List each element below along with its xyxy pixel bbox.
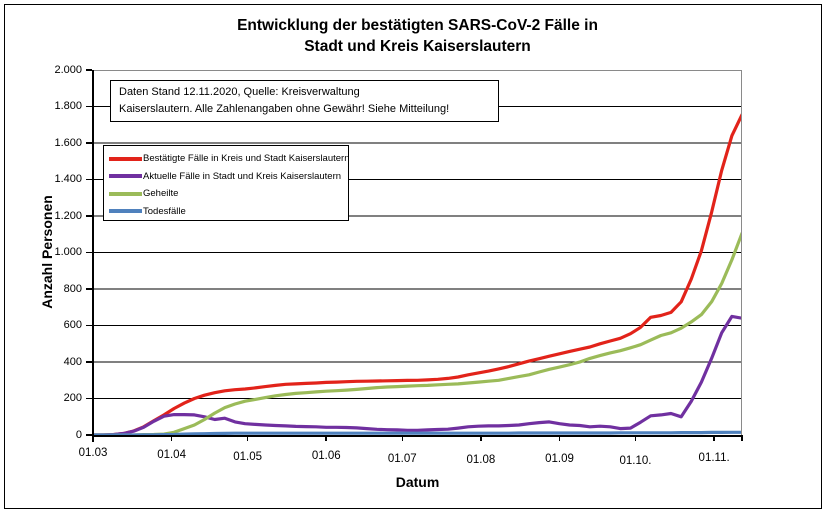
- x-axis-tick: [558, 436, 561, 441]
- x-axis-tick: [92, 436, 94, 441]
- x-axis-tick-label: 01.07: [387, 453, 417, 465]
- x-axis-tick-label: 01.04: [157, 449, 186, 461]
- y-axis-tick: [86, 178, 92, 181]
- y-axis-tick-label: 1.400: [54, 173, 82, 185]
- y-axis-tick: [86, 215, 92, 217]
- y-axis-tick: [86, 105, 92, 108]
- y-axis-line: [92, 70, 94, 442]
- plot-area: [93, 70, 742, 435]
- legend-item: Todesfälle: [109, 203, 348, 221]
- x-axis-tick-label: 01.11.: [698, 452, 730, 464]
- x-axis-tick-label: 01.05: [233, 451, 263, 463]
- y-axis-tick-label: 2.000: [54, 63, 82, 76]
- y-axis-tick-label: 1.000: [54, 246, 82, 258]
- legend-item: Geheilte: [109, 185, 348, 203]
- y-axis-tick: [86, 361, 92, 363]
- chart-title-line2: Stadt und Kreis Kaiserslautern: [304, 38, 531, 55]
- legend-item: Bestätigte Fälle in Kreis und Stadt Kais…: [109, 150, 350, 168]
- x-axis-tick: [401, 436, 404, 441]
- x-axis-tick-label: 01.03: [78, 447, 108, 459]
- x-axis-tick: [325, 436, 327, 441]
- y-axis-tick-label: 800: [63, 282, 82, 295]
- plot-area-border: [93, 70, 742, 435]
- x-axis-tick: [634, 436, 637, 441]
- legend-line-swatch: [109, 209, 142, 214]
- x-axis-tick: [480, 436, 482, 441]
- series-line-3: [93, 231, 742, 435]
- series-line-2: [93, 314, 742, 435]
- legend-line-swatch: [109, 156, 142, 161]
- data-source-note-line2: Kaiserslautern. Alle Zahlenangaben ohne …: [119, 103, 450, 115]
- x-axis-tick: [713, 436, 715, 441]
- x-axis-tick-label: 01.08: [466, 454, 496, 466]
- y-axis-tick: [86, 288, 92, 290]
- y-axis-title: Anzahl Personen: [39, 195, 55, 309]
- x-axis-tick-label: 01.10.: [619, 455, 652, 467]
- x-axis-tick: [170, 436, 173, 441]
- y-axis-tick-label: 1.200: [54, 209, 82, 222]
- chart-title-line1: Entwicklung der bestätigten SARS-CoV-2 F…: [237, 17, 598, 34]
- legend-label: Bestätigte Fälle in Kreis und Stadt Kais…: [143, 153, 350, 165]
- y-axis-tick: [86, 397, 92, 400]
- legend: Bestätigte Fälle in Kreis und Stadt Kais…: [103, 145, 349, 221]
- data-source-note: Daten Stand 12.11.2020, Quelle: Kreisver…: [110, 80, 499, 122]
- chart-title: Entwicklung der bestätigten SARS-CoV-2 F…: [93, 15, 742, 57]
- legend-label: Aktuelle Fälle in Stadt und Kreis Kaiser…: [143, 170, 342, 182]
- series-line-1: [93, 113, 742, 435]
- x-axis-tick: [246, 436, 249, 441]
- x-axis-tick-label: 01.06: [311, 450, 341, 462]
- y-axis-tick-label: 200: [63, 392, 82, 404]
- x-axis-tick-label: 01.09: [545, 453, 574, 465]
- y-axis-tick-label: 400: [63, 355, 82, 368]
- x-axis-line: [93, 435, 743, 437]
- y-axis-tick: [86, 69, 92, 71]
- y-axis-tick: [86, 142, 92, 144]
- y-axis-tick-label: 0: [75, 428, 82, 441]
- y-axis-tick-label: 600: [63, 319, 82, 331]
- legend-line-swatch: [109, 191, 142, 196]
- legend-line-swatch: [109, 174, 142, 179]
- x-axis-title: Datum: [395, 474, 440, 490]
- y-axis-tick: [86, 324, 92, 327]
- y-axis-tick-label: 1.800: [54, 100, 82, 112]
- data-source-note-line1: Daten Stand 12.11.2020, Quelle: Kreisver…: [119, 86, 360, 98]
- y-axis-tick: [86, 434, 92, 436]
- legend-item: Aktuelle Fälle in Stadt und Kreis Kaiser…: [109, 168, 348, 186]
- series-line-4: [93, 430, 742, 435]
- y-axis-tick-label: 1.600: [54, 136, 82, 149]
- x-axis-tick: [741, 436, 743, 441]
- legend-label: Todesfälle: [143, 205, 186, 217]
- legend-label: Geheilte: [143, 188, 179, 200]
- y-axis-tick: [86, 251, 92, 254]
